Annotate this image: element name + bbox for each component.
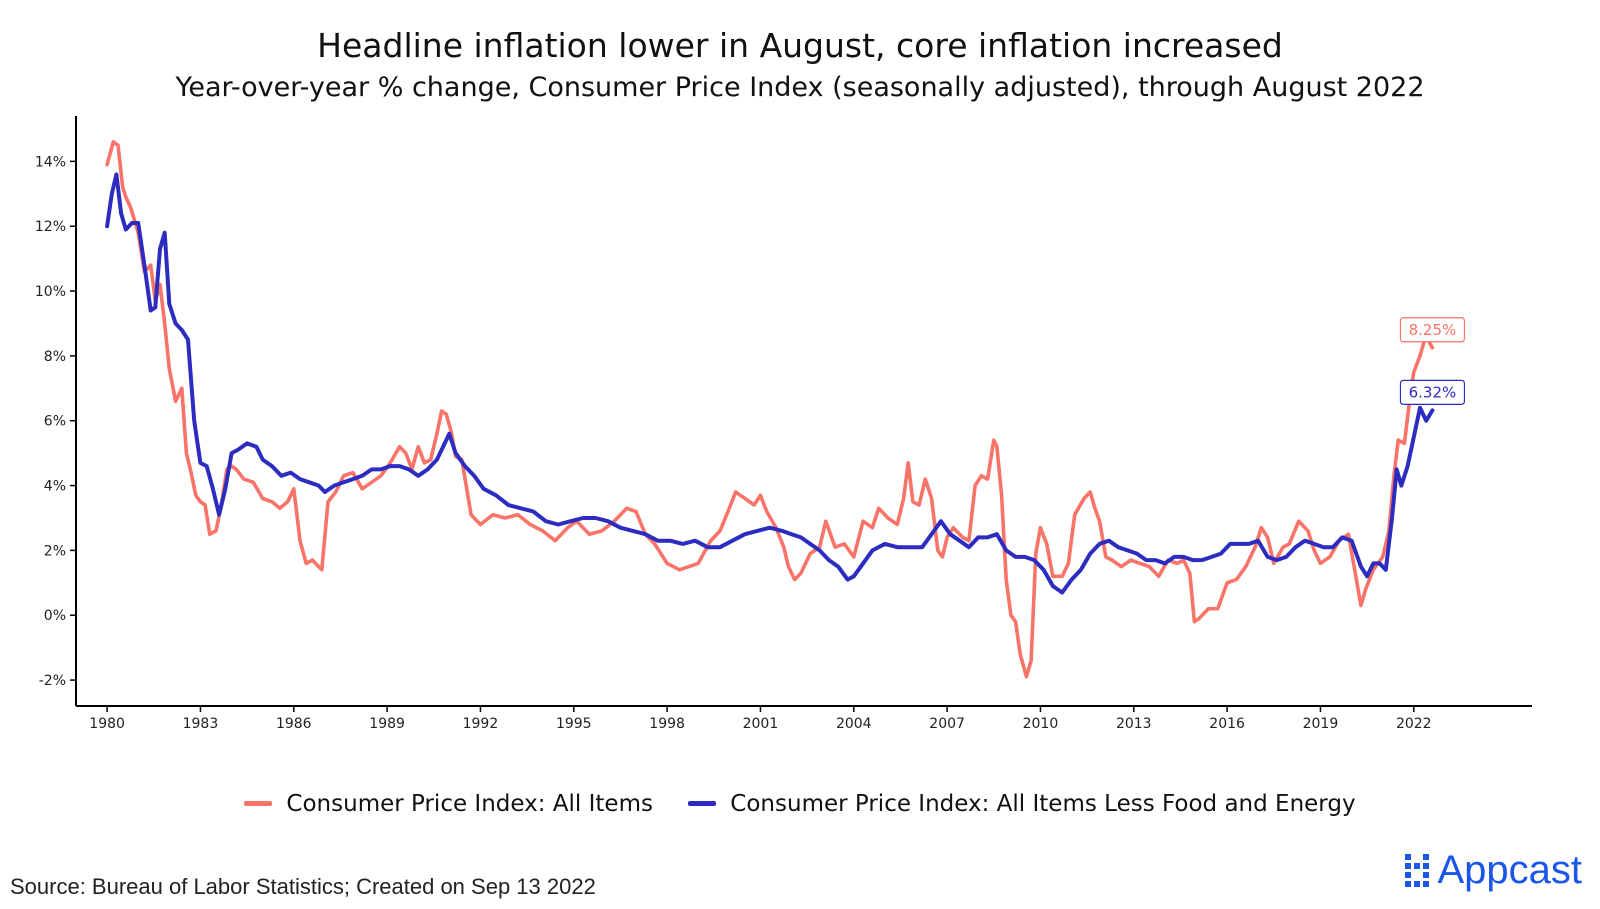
end-label-box: [1399, 379, 1466, 405]
x-tick-label: 1992: [463, 716, 499, 732]
end-label-text: 6.32%: [1409, 383, 1457, 401]
legend-item-all-items: Consumer Price Index: All Items: [244, 791, 653, 817]
series-layer: [105, 140, 1435, 679]
x-tick-label: 1989: [369, 716, 405, 732]
line-chart: -2% 0% 2% 4% 6% 8% 10% 12% 14% 1980 1983 1986 1989 19…: [35, 116, 1532, 732]
end-label-core: 6.32%: [1399, 379, 1466, 405]
x-tick-label: 1983: [183, 716, 219, 732]
chart-subtitle: Year-over-year % change, Consumer Price …: [175, 72, 1425, 103]
legend-swatch-all-items: [244, 801, 273, 806]
source-note: Source: Bureau of Labor Statistics; Crea…: [10, 874, 596, 899]
y-tick-label: 12%: [35, 219, 66, 235]
y-tick-label: 2%: [44, 543, 66, 559]
series-line-core: [105, 172, 1435, 595]
x-tick-label: 1995: [556, 716, 592, 732]
y-tick-label: -2%: [39, 673, 66, 689]
x-tick-label: 2010: [1023, 716, 1059, 732]
y-tick-label: 10%: [35, 284, 66, 300]
legend-label-all-items: Consumer Price Index: All Items: [286, 790, 653, 817]
chart-axes: -2% 0% 2% 4% 6% 8% 10% 12% 14% 1980 1983 1986 1989 19…: [35, 116, 1532, 732]
y-tick-label: 0%: [44, 608, 66, 624]
x-tick-label: 2013: [1116, 716, 1152, 732]
y-tick-label: 14%: [35, 154, 66, 170]
brand-logo: Appcast: [1405, 848, 1582, 893]
x-tick-label: 1986: [276, 716, 312, 732]
chart-title: Headline inflation lower in August, core…: [317, 26, 1283, 65]
series-line-all-items: [105, 140, 1435, 679]
y-tick-label: 6%: [44, 414, 66, 430]
x-tick-label: 2022: [1396, 716, 1432, 732]
end-label-text: 8.25%: [1409, 321, 1457, 339]
legend-item-core: Consumer Price Index: All Items Less Foo…: [688, 790, 1356, 817]
x-tick-label: 2001: [743, 716, 779, 732]
legend-label-core: Consumer Price Index: All Items Less Foo…: [730, 790, 1356, 817]
dot-grid-icon: [1405, 854, 1430, 887]
x-tick-label: 1998: [649, 716, 685, 732]
x-tick-label: 2019: [1303, 716, 1339, 732]
end-label-all-items: 8.25%: [1399, 317, 1466, 343]
legend-swatch-core: [688, 801, 717, 806]
end-label-box: [1399, 317, 1466, 343]
x-tick-label: 2016: [1209, 716, 1245, 732]
x-tick-label: 1980: [89, 716, 125, 732]
x-tick-label: 2007: [929, 716, 965, 732]
chart-legend: Consumer Price Index: All Items Consumer…: [0, 786, 1600, 817]
x-tick-label: 2004: [836, 716, 872, 732]
brand-name: Appcast: [1437, 848, 1582, 892]
end-labels-layer: 8.25% 6.32%: [1399, 317, 1466, 405]
y-tick-label: 8%: [44, 349, 66, 365]
y-tick-label: 4%: [44, 479, 66, 495]
